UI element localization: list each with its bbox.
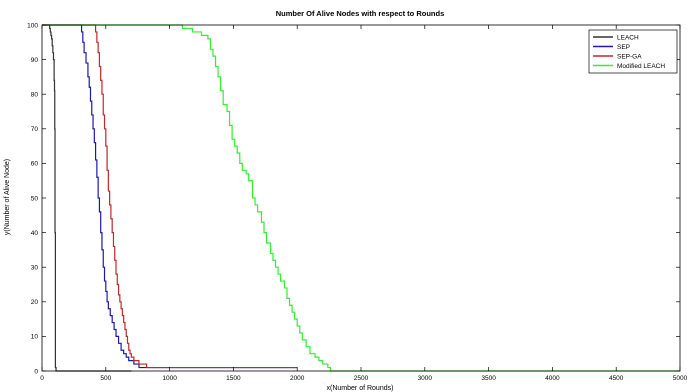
x-tick-label: 2000 — [290, 375, 305, 382]
x-tick-label: 3000 — [418, 375, 433, 382]
legend: LEACH SEP SEP-GA Modified LEACH — [588, 29, 678, 74]
legend-label: SEP-GA — [617, 53, 642, 60]
y-tick-label: 70 — [31, 126, 39, 133]
y-tick-label: 60 — [31, 161, 39, 168]
x-tick-label: 4500 — [609, 375, 624, 382]
x-tick-label: 0 — [40, 375, 44, 382]
x-tick-label: 500 — [100, 375, 111, 382]
series-line-sep-ga — [42, 24, 298, 369]
series-line-sep — [42, 24, 298, 369]
x-tick-label: 2500 — [354, 375, 369, 382]
x-tick-label: 4000 — [545, 375, 560, 382]
ticks-layer: 0 500 1000 1500 2000 2500 3000 3500 4000 4500 5000… — [27, 22, 687, 382]
y-tick-label: 100 — [27, 22, 38, 29]
legend-label: LEACH — [617, 34, 639, 41]
legend-label: SEP — [617, 44, 630, 51]
y-tick-label: 40 — [31, 230, 39, 237]
y-tick-label: 50 — [31, 195, 39, 202]
y-tick-label: 30 — [31, 265, 39, 272]
y-axis-label: y(Number of Alive Node) — [4, 159, 11, 235]
series-layer — [42, 24, 680, 372]
legend-label: Modified LEACH — [617, 63, 665, 70]
y-tick-label: 10 — [31, 334, 39, 341]
y-tick-label: 0 — [34, 368, 38, 375]
chart-title: Number Of Alive Nodes with respect to Ro… — [276, 9, 445, 18]
series-line-leach — [42, 24, 132, 372]
x-tick-label: 1500 — [226, 375, 241, 382]
y-tick-label: 90 — [31, 57, 39, 64]
x-tick-label: 3500 — [481, 375, 496, 382]
x-axis-label: x(Number of Rounds) — [327, 385, 394, 392]
x-tick-label: 1000 — [162, 375, 177, 382]
plot-frame — [41, 24, 681, 372]
y-tick-label: 20 — [31, 299, 39, 306]
y-tick-label: 80 — [31, 92, 39, 99]
series-line-modified-leach — [42, 24, 680, 372]
x-tick-label: 5000 — [673, 375, 687, 382]
